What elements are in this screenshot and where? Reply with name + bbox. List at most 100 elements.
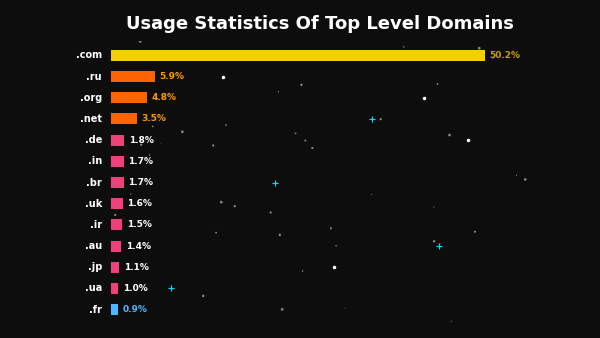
Point [221,122,231,128]
Point [277,307,287,312]
Text: .com: .com [76,50,102,61]
Point [136,39,145,44]
Point [274,89,283,94]
Point [325,38,335,43]
Point [429,204,439,210]
Point [76,131,86,137]
Bar [111,198,123,209]
Point [211,230,221,235]
Point [550,65,559,70]
Text: .in: .in [88,156,102,166]
Bar [111,135,124,146]
Point [308,145,317,151]
Text: 1.5%: 1.5% [127,220,152,230]
Point [199,293,208,299]
Text: 4.8%: 4.8% [151,93,176,102]
Point [376,117,386,122]
Text: .ir: .ir [90,220,102,230]
Bar [111,262,119,273]
Point [266,210,275,215]
Text: 1.4%: 1.4% [126,242,151,250]
Bar [111,219,122,231]
Bar [111,304,118,315]
Bar [111,114,137,124]
Text: .br: .br [86,177,102,188]
Point [533,180,542,186]
Bar [111,71,155,82]
Point [92,287,102,292]
Point [178,129,187,135]
Text: .ua: .ua [85,284,102,293]
Point [156,141,166,146]
Point [126,191,136,197]
Text: 5.9%: 5.9% [160,72,184,81]
Point [512,172,521,178]
Point [96,171,106,176]
Point [83,266,92,271]
Text: 50.2%: 50.2% [489,51,520,60]
Point [79,63,89,69]
Point [488,55,497,61]
Bar [111,241,121,251]
Point [275,232,284,238]
Point [475,46,484,51]
Bar [111,50,485,61]
Point [301,138,310,143]
Text: 1.1%: 1.1% [124,263,149,272]
Bar [111,283,118,294]
Bar [111,177,124,188]
Point [399,44,409,50]
Text: 0.9%: 0.9% [122,305,147,314]
Text: 1.7%: 1.7% [128,178,153,187]
Point [110,212,120,218]
Text: .de: .de [85,135,102,145]
Text: .au: .au [85,241,102,251]
Point [85,186,95,192]
Point [148,124,158,129]
Point [414,34,424,40]
Text: 1.7%: 1.7% [128,157,153,166]
Point [536,327,545,333]
Point [136,142,146,147]
Point [70,264,80,269]
Point [542,144,551,149]
Text: .org: .org [80,93,102,103]
Title: Usage Statistics Of Top Level Domains: Usage Statistics Of Top Level Domains [125,16,514,33]
Point [429,239,439,244]
Point [86,263,96,269]
Point [326,225,336,231]
Point [446,318,456,324]
Text: .net: .net [80,114,102,124]
Point [296,82,306,88]
Point [558,145,568,150]
Point [445,132,454,138]
Point [269,326,278,332]
Text: .fr: .fr [89,305,102,315]
Point [217,199,226,205]
Text: 1.6%: 1.6% [127,199,152,208]
Point [331,243,341,248]
Bar [111,92,147,103]
Point [230,203,239,209]
Text: .jp: .jp [88,262,102,272]
Point [520,177,530,182]
Point [208,143,218,148]
Text: 3.5%: 3.5% [142,115,166,123]
Point [298,268,307,274]
Point [340,306,350,311]
Point [446,52,456,57]
Text: .uk: .uk [85,199,102,209]
Point [539,53,549,59]
Point [291,130,301,136]
Point [433,81,442,87]
Point [382,56,391,62]
Bar [111,156,124,167]
Text: .ru: .ru [86,72,102,81]
Text: 1.8%: 1.8% [129,136,154,145]
Point [233,37,243,43]
Text: 1.0%: 1.0% [123,284,148,293]
Point [145,152,154,158]
Point [470,229,479,235]
Point [253,48,262,53]
Point [367,192,376,197]
